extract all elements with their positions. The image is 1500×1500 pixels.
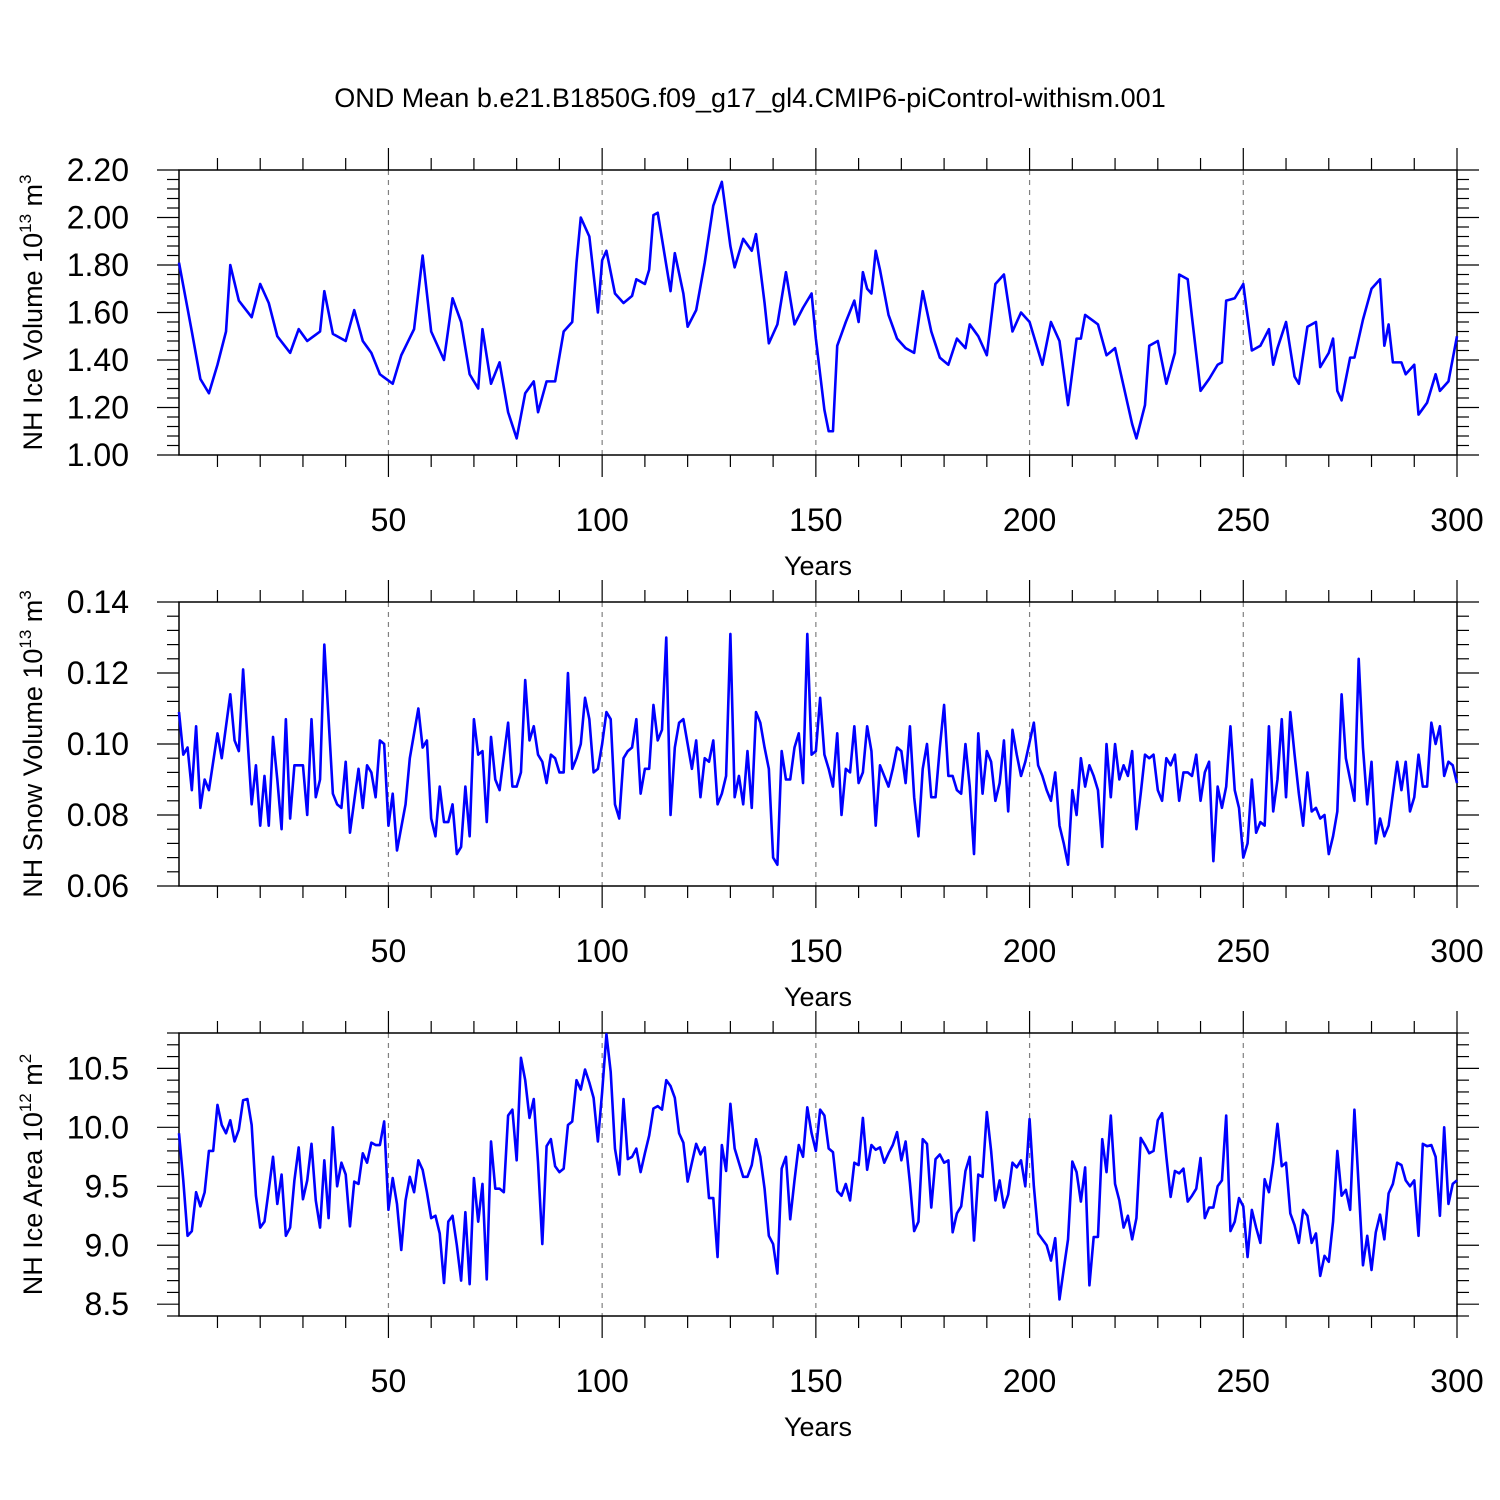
x-tick-label: 300 xyxy=(1430,933,1483,969)
chart-title: OND Mean b.e21.B1850G.f09_g17_gl4.CMIP6-… xyxy=(334,83,1165,113)
y-tick-label: 1.00 xyxy=(67,437,129,473)
x-tick-label: 300 xyxy=(1430,502,1483,538)
y-tick-label: 8.5 xyxy=(85,1286,129,1322)
plot-frame xyxy=(178,169,1458,456)
y-axis-title: NH Ice Area 1012 m2 xyxy=(16,1054,48,1295)
y-tick-label: 10.0 xyxy=(67,1109,129,1145)
y-tick-label: 0.14 xyxy=(67,584,129,620)
x-tick-label: 150 xyxy=(789,933,842,969)
y-tick-label: 0.06 xyxy=(67,868,129,904)
x-tick-label: 250 xyxy=(1217,933,1270,969)
x-tick-label: 100 xyxy=(575,1363,628,1399)
x-tick-label: 200 xyxy=(1003,933,1056,969)
y-tick-label: 0.12 xyxy=(67,655,129,691)
x-tick-label: 150 xyxy=(789,502,842,538)
x-axis-title: Years xyxy=(784,1412,852,1442)
y-tick-label: 10.5 xyxy=(67,1050,129,1086)
x-tick-label: 150 xyxy=(789,1363,842,1399)
plot-frame xyxy=(178,601,1458,887)
x-tick-label: 50 xyxy=(371,933,407,969)
series-line xyxy=(177,632,1459,866)
x-axis-title: Years xyxy=(784,982,852,1012)
x-tick-label: 300 xyxy=(1430,1363,1483,1399)
x-tick-label: 250 xyxy=(1217,1363,1270,1399)
plot-frame xyxy=(178,1032,1458,1317)
x-tick-label: 200 xyxy=(1003,502,1056,538)
y-tick-label: 2.20 xyxy=(67,152,129,188)
x-tick-label: 50 xyxy=(371,1363,407,1399)
x-tick-label: 200 xyxy=(1003,1363,1056,1399)
y-axis-title: NH Snow Volume 1013 m3 xyxy=(16,590,48,898)
y-tick-label: 1.20 xyxy=(67,390,129,426)
y-axis-title: NH Ice Volume 1013 m3 xyxy=(16,175,48,451)
y-tick-label: 0.10 xyxy=(67,726,129,762)
ice-area-panel: 8.5 9.0 9.5 10.0 10.5 50 100 150 200 250 300 Years N… xyxy=(16,1011,1484,1442)
x-tick-label: 100 xyxy=(575,502,628,538)
y-tick-label: 1.40 xyxy=(67,342,129,378)
x-tick-label: 250 xyxy=(1217,502,1270,538)
x-tick-label: 100 xyxy=(575,933,628,969)
snow-volume-panel: 0.06 0.08 0.10 0.12 0.14 50 100 150 200 250 300 Yea… xyxy=(16,580,1484,1012)
y-tick-label: 1.80 xyxy=(67,247,129,283)
y-tick-label: 9.0 xyxy=(85,1227,129,1263)
y-tick-label: 9.5 xyxy=(85,1168,129,1204)
x-axis-title: Years xyxy=(784,551,852,581)
series-line xyxy=(177,1032,1458,1301)
series-line xyxy=(177,180,1459,440)
y-tick-label: 0.08 xyxy=(67,797,129,833)
x-tick-label: 50 xyxy=(371,502,407,538)
y-tick-label: 2.00 xyxy=(67,200,129,236)
ice-volume-panel: 1.00 1.20 1.40 1.60 1.80 2.00 2.20 50 100 150 200 2… xyxy=(16,148,1484,581)
y-tick-label: 1.60 xyxy=(67,295,129,331)
